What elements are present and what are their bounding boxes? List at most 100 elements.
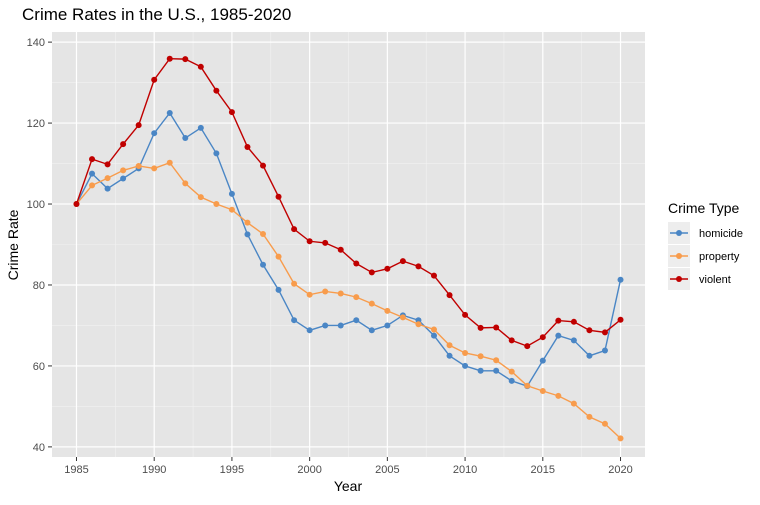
data-point-homicide — [291, 317, 298, 324]
data-point-property — [555, 392, 562, 399]
legend-label-homicide: homicide — [699, 228, 743, 240]
data-point-violent — [368, 269, 375, 276]
data-point-violent — [493, 324, 500, 331]
axes: 1985 1990 1995 2000 2005 2010 2015 2020 40 60 80 10… — [27, 37, 633, 476]
data-point-property — [135, 162, 142, 169]
data-point-violent — [197, 63, 204, 70]
data-point-homicide — [586, 352, 593, 359]
data-point-property — [213, 201, 220, 208]
data-point-violent — [260, 162, 267, 169]
data-point-violent — [213, 87, 220, 94]
y-tick-label: 60 — [33, 361, 45, 373]
data-point-homicide — [182, 135, 189, 142]
data-point-property — [508, 368, 515, 375]
data-point-property — [166, 159, 173, 166]
data-point-violent — [244, 143, 251, 150]
data-point-violent — [89, 156, 96, 163]
series-lines — [73, 55, 624, 442]
y-tick-label: 100 — [27, 199, 45, 211]
data-point-violent — [151, 76, 158, 83]
data-point-homicide — [120, 175, 127, 182]
data-point-violent — [446, 292, 453, 299]
data-point-property — [306, 291, 313, 298]
legend-title: Crime Type — [668, 200, 740, 216]
data-point-property — [617, 435, 624, 442]
data-point-homicide — [368, 327, 375, 334]
data-point-violent — [617, 316, 624, 323]
data-point-property — [446, 342, 453, 349]
data-point-violent — [104, 161, 111, 168]
data-point-property — [399, 314, 406, 321]
chart-title: Crime Rates in the U.S., 1985-2020 — [22, 5, 291, 24]
data-point-violent — [555, 317, 562, 324]
data-point-property — [337, 290, 344, 297]
legend-key-point — [676, 276, 682, 282]
x-tick-label: 2015 — [531, 464, 555, 476]
data-point-property — [524, 382, 531, 389]
data-point-homicide — [508, 377, 515, 384]
data-point-property — [430, 326, 437, 333]
data-point-violent — [462, 311, 469, 318]
data-point-property — [601, 420, 608, 427]
data-point-property — [275, 253, 282, 260]
data-point-homicide — [306, 327, 313, 334]
x-tick-label: 1995 — [220, 464, 244, 476]
x-tick-label: 1990 — [142, 464, 166, 476]
series-line-homicide — [75, 111, 622, 388]
data-point-homicide — [151, 130, 158, 137]
legend-key-point — [676, 230, 682, 236]
x-tick-label: 2005 — [375, 464, 399, 476]
data-point-violent — [275, 193, 282, 200]
legend-label-property: property — [699, 251, 740, 263]
data-point-homicide — [617, 276, 624, 283]
data-point-property — [322, 288, 329, 295]
data-point-violent — [166, 55, 173, 62]
data-point-homicide — [337, 322, 344, 329]
data-point-homicide — [104, 185, 111, 192]
data-point-homicide — [430, 332, 437, 339]
data-point-homicide — [197, 124, 204, 131]
data-point-property — [182, 180, 189, 187]
y-tick-label: 40 — [33, 442, 45, 454]
data-point-property — [353, 294, 360, 301]
data-point-homicide — [244, 231, 251, 238]
data-point-property — [493, 357, 500, 364]
data-point-violent — [73, 201, 80, 208]
grid-lines — [52, 32, 645, 457]
data-point-violent — [477, 324, 484, 331]
data-point-property — [586, 413, 593, 420]
data-point-violent — [120, 141, 127, 148]
data-point-violent — [430, 272, 437, 279]
data-point-violent — [586, 327, 593, 334]
data-point-violent — [570, 318, 577, 325]
data-point-homicide — [462, 362, 469, 369]
data-point-homicide — [322, 322, 329, 329]
legend-label-violent: violent — [699, 274, 731, 286]
data-point-violent — [337, 246, 344, 253]
data-point-homicide — [228, 190, 235, 197]
data-point-property — [462, 349, 469, 356]
data-point-violent — [415, 263, 422, 270]
y-tick-label: 120 — [27, 118, 45, 130]
data-point-violent — [384, 265, 391, 272]
x-axis-label: Year — [334, 478, 363, 494]
legend: Crime Type homicide property violent — [668, 200, 743, 290]
data-point-property — [244, 219, 251, 226]
data-point-violent — [539, 334, 546, 341]
data-point-property — [260, 230, 267, 237]
data-point-homicide — [384, 322, 391, 329]
data-point-homicide — [539, 357, 546, 364]
data-point-property — [415, 321, 422, 328]
data-point-homicide — [353, 317, 360, 324]
y-axis-label: Crime Rate — [5, 209, 21, 280]
data-point-homicide — [446, 352, 453, 359]
data-point-violent — [601, 329, 608, 336]
data-point-violent — [182, 56, 189, 63]
data-point-homicide — [166, 109, 173, 116]
data-point-property — [384, 307, 391, 314]
data-point-homicide — [260, 261, 267, 268]
y-tick-label: 80 — [33, 280, 45, 292]
x-tick-label: 2010 — [453, 464, 477, 476]
